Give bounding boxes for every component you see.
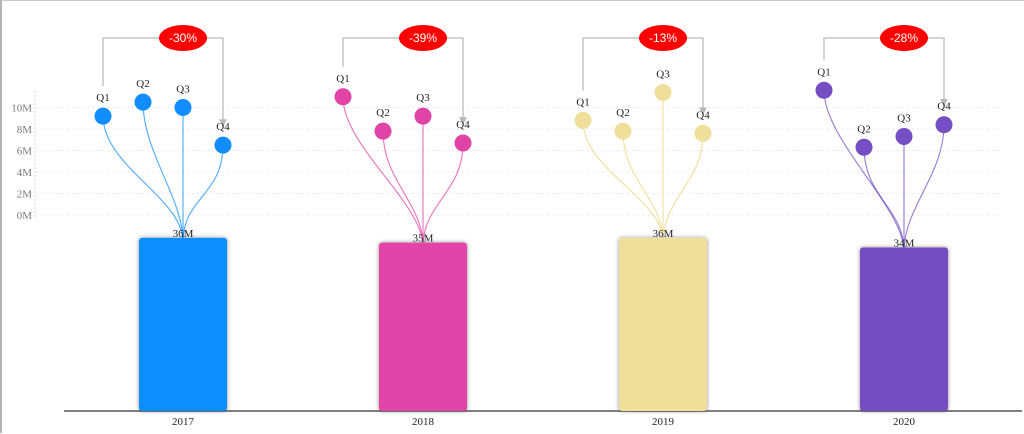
quarter-value-point — [174, 99, 192, 116]
point-layer — [94, 37, 953, 156]
badge-layer: -30% -39% -13% -28% — [159, 25, 928, 51]
year-total-bar — [139, 237, 227, 411]
quarter-link-curve — [903, 124, 945, 252]
quarter-value-point — [654, 83, 672, 101]
change-badge — [639, 25, 687, 51]
total-label: 34M — [894, 237, 915, 249]
total-label: 35M — [413, 233, 434, 245]
change-bracket-arrow — [823, 37, 948, 107]
y-tick-label: 6M — [17, 146, 33, 158]
quarter-label: Q1 — [96, 92, 109, 104]
change-badge — [880, 25, 928, 51]
quarter-value-point — [935, 116, 953, 134]
quarter-link-curve — [863, 147, 905, 252]
quarter-label: Q3 — [176, 84, 190, 96]
quarter-label: Q4 — [216, 121, 230, 133]
change-label: -30% — [169, 31, 197, 45]
quarter-label: Q4 — [456, 119, 470, 131]
quarter-link-curve — [582, 120, 664, 242]
year-total-bar — [619, 237, 707, 411]
quarter-link-curve — [422, 142, 464, 247]
quarter-value-point — [454, 134, 472, 152]
quarter-link-curve — [662, 133, 704, 242]
quarter-label: Q3 — [416, 92, 430, 104]
total-label: 36M — [173, 228, 194, 240]
quarter-value-point — [694, 124, 712, 142]
curve-layer — [102, 90, 945, 252]
quarter-value-point — [334, 88, 352, 106]
bar-layer — [139, 237, 948, 411]
year-total-bar — [860, 247, 948, 411]
change-label: -39% — [409, 31, 437, 45]
y-tick-label: 0M — [17, 210, 33, 222]
change-bracket-arrow — [582, 37, 707, 116]
quarter-value-point — [815, 81, 833, 99]
quarter-label: Q1 — [817, 66, 830, 78]
change-badge — [159, 25, 207, 51]
year-total-bar — [379, 242, 467, 411]
quarter-value-point — [94, 107, 112, 125]
quarter-link-curve — [142, 102, 184, 242]
quarter-value-point — [614, 122, 632, 140]
quarter-link-curve — [102, 116, 184, 242]
change-badge — [399, 25, 447, 51]
y-tick-label: 8M — [17, 124, 33, 136]
quarter-label: Q2 — [616, 107, 629, 119]
y-tick-label: 2M — [17, 189, 33, 201]
total-label: 36M — [653, 228, 674, 240]
quarter-link-curve — [382, 131, 424, 247]
year-label: 2020 — [893, 416, 916, 428]
quarter-label: Q2 — [136, 78, 149, 90]
y-tick-label: 4M — [17, 167, 33, 179]
quarter-value-point — [895, 128, 913, 146]
quarter-label: Q4 — [937, 101, 951, 113]
quarter-label: Q2 — [376, 107, 389, 119]
change-bracket-arrow — [102, 37, 227, 128]
quarter-value-point — [134, 93, 152, 111]
grid-layer — [37, 107, 1002, 216]
quarter-link-curve — [182, 145, 224, 242]
quarter-label: Q3 — [897, 113, 911, 125]
change-label: -28% — [890, 31, 918, 45]
year-label: 2018 — [412, 416, 435, 428]
quarter-link-curve — [823, 90, 905, 252]
quarter-value-point — [855, 138, 873, 156]
change-bracket-arrow — [342, 37, 467, 125]
quarter-label: Q3 — [656, 68, 670, 80]
year-label: 2019 — [652, 416, 675, 428]
quarter-value-point — [414, 107, 432, 125]
year-label: 2017 — [172, 416, 195, 428]
y-tick-label: 10M — [11, 103, 32, 115]
quarter-value-point — [214, 136, 232, 154]
quarter-label: Q1 — [336, 73, 349, 85]
quarter-label: Q2 — [857, 123, 870, 135]
quarter-value-point — [574, 111, 592, 129]
label-layer: 2017 36M Q1 Q2 Q3 Q4 2018 35M Q1 Q2 Q3 Q4 2019 36M Q1 Q… — [96, 66, 951, 428]
quarter-value-point — [374, 122, 392, 140]
quarter-link-curve — [342, 96, 424, 247]
change-label: -13% — [649, 31, 677, 45]
quarter-label: Q1 — [576, 96, 589, 108]
quarter-link-curve — [622, 131, 664, 242]
quarter-label: Q4 — [696, 109, 710, 121]
